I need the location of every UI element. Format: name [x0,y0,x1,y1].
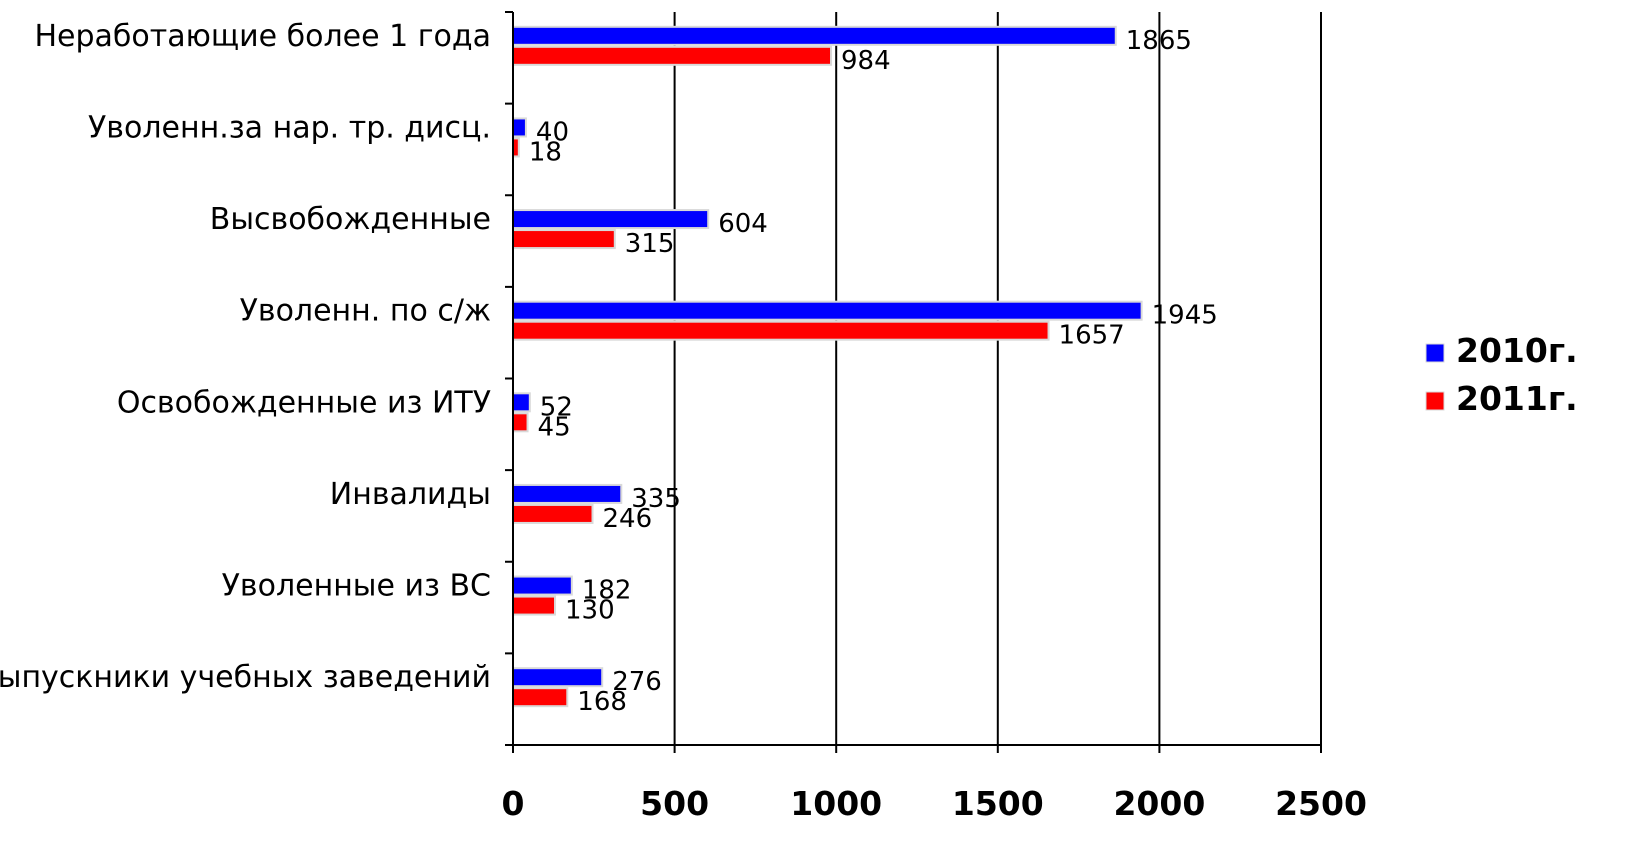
bar-series-1 [512,117,527,138]
data-label: 182 [582,576,632,606]
data-label: 335 [631,484,681,514]
category-label: Уволенн.за нар. тр. дисц. [88,110,491,145]
bar-series-2 [512,687,569,708]
axes [505,11,1322,753]
category-label: Неработающие более 1 года [34,19,491,54]
x-tick-label: 0 [502,784,525,823]
category-label: Уволенн. по с/ж [240,294,491,329]
bar-series-2 [512,595,557,616]
category-label: Высвобожденные [210,202,491,237]
legend-label: 2011г. [1456,379,1578,418]
data-label: 1657 [1059,321,1125,351]
bar-series-1 [512,483,623,504]
category-label: Выпускники учебных заведений [0,660,491,695]
data-label: 1865 [1126,26,1192,56]
data-label: 130 [565,596,615,626]
data-label: 604 [718,209,768,239]
bar-series-1 [512,25,1117,46]
category-label: Уволенные из ВС [222,569,491,604]
bar-series-1 [512,575,573,596]
bar-series-1 [512,392,531,413]
x-tick-label: 2500 [1275,784,1367,823]
legend-swatch [1425,391,1445,411]
data-label: 18 [529,137,562,167]
bar-series-2 [512,320,1050,341]
x-tick-label: 2000 [1113,784,1205,823]
bar-series-2 [512,412,529,433]
data-label: 168 [577,687,627,717]
bar-series-2 [512,503,594,524]
data-label: 246 [603,504,653,534]
gridlines [512,12,1322,745]
data-label: 45 [538,412,571,442]
category-label: Освобожденные из ИТУ [117,385,491,420]
data-label: 52 [540,392,573,422]
legend: 2010г. 2011г. [1425,331,1578,418]
legend-swatch [1425,343,1445,363]
bar-series-2 [512,45,833,66]
bars [512,25,1143,708]
bar-series-2 [512,229,616,250]
x-tick-label: 500 [640,784,709,823]
bar-series-1 [512,300,1143,321]
data-label: 276 [612,667,662,697]
bar-series-1 [512,209,710,230]
data-label: 1945 [1152,301,1218,331]
data-label: 315 [625,229,675,259]
legend-label: 2010г. [1456,331,1578,370]
labels: 0 500 1000 1500 2000 2500 Неработающие более 1… [0,19,1367,823]
data-label: 40 [536,117,569,147]
x-tick-label: 1500 [952,784,1044,823]
x-tick-label: 1000 [790,784,882,823]
bar-series-1 [512,667,604,688]
data-label: 984 [841,46,891,76]
category-label: Инвалиды [330,477,491,512]
